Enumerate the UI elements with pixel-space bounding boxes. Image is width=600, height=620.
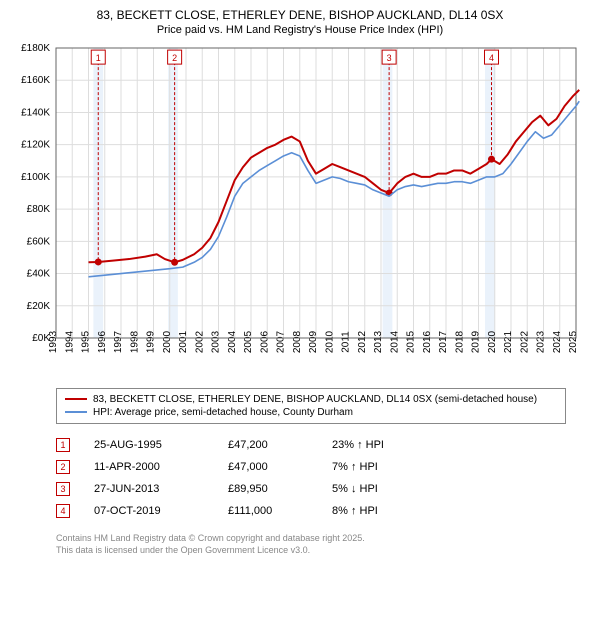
svg-text:2006: 2006 <box>259 330 270 353</box>
chart-legend: 83, BECKETT CLOSE, ETHERLEY DENE, BISHOP… <box>56 388 566 424</box>
svg-text:2024: 2024 <box>552 330 563 353</box>
svg-text:2025: 2025 <box>568 330 579 353</box>
svg-text:2011: 2011 <box>341 330 352 352</box>
svg-text:1995: 1995 <box>81 330 92 353</box>
row-date: 07-OCT-2019 <box>94 505 204 517</box>
svg-text:2000: 2000 <box>162 330 173 353</box>
svg-text:£60K: £60K <box>27 236 51 247</box>
legend-swatch <box>65 411 87 413</box>
svg-text:2009: 2009 <box>308 330 319 353</box>
svg-text:1997: 1997 <box>113 330 124 353</box>
svg-text:2021: 2021 <box>503 330 514 353</box>
svg-text:2003: 2003 <box>211 330 222 353</box>
footer-attribution: Contains HM Land Registry data © Crown c… <box>56 532 592 557</box>
svg-text:1994: 1994 <box>64 330 75 353</box>
row-delta: 5% ↓ HPI <box>332 483 432 495</box>
row-price: £111,000 <box>228 505 308 517</box>
svg-text:3: 3 <box>387 53 392 63</box>
svg-text:2022: 2022 <box>519 330 530 353</box>
row-date: 11-APR-2000 <box>94 461 204 473</box>
row-delta: 8% ↑ HPI <box>332 505 432 517</box>
svg-text:£180K: £180K <box>21 43 50 54</box>
svg-text:1998: 1998 <box>129 330 140 353</box>
sales-table: 1 25-AUG-1995 £47,200 23% ↑ HPI 2 11-APR-2000… <box>56 434 592 522</box>
footer-line2: This data is licensed under the Open Gov… <box>56 544 592 557</box>
svg-text:1999: 1999 <box>146 330 157 353</box>
row-date: 27-JUN-2013 <box>94 483 204 495</box>
svg-text:2014: 2014 <box>389 330 400 353</box>
row-delta: 7% ↑ HPI <box>332 461 432 473</box>
svg-text:£140K: £140K <box>21 107 50 118</box>
svg-text:4: 4 <box>489 53 494 63</box>
row-price: £47,000 <box>228 461 308 473</box>
svg-text:2: 2 <box>172 53 177 63</box>
table-row: 2 11-APR-2000 £47,000 7% ↑ HPI <box>56 456 592 478</box>
svg-text:2004: 2004 <box>227 330 238 353</box>
row-price: £47,200 <box>228 439 308 451</box>
legend-item: HPI: Average price, semi-detached house,… <box>65 406 557 419</box>
row-marker: 1 <box>56 438 70 452</box>
legend-label: HPI: Average price, semi-detached house,… <box>93 407 353 418</box>
legend-swatch <box>65 398 87 400</box>
svg-text:1996: 1996 <box>97 330 108 353</box>
svg-text:2012: 2012 <box>357 330 368 353</box>
svg-text:2002: 2002 <box>194 330 205 353</box>
svg-text:2005: 2005 <box>243 330 254 353</box>
svg-text:2017: 2017 <box>438 330 449 353</box>
svg-text:2018: 2018 <box>454 330 465 353</box>
svg-text:£20K: £20K <box>27 300 51 311</box>
svg-text:2010: 2010 <box>324 330 335 353</box>
svg-text:£80K: £80K <box>27 204 51 215</box>
legend-label: 83, BECKETT CLOSE, ETHERLEY DENE, BISHOP… <box>93 394 537 405</box>
svg-text:£120K: £120K <box>21 139 50 150</box>
svg-text:2019: 2019 <box>471 330 482 353</box>
table-row: 3 27-JUN-2013 £89,950 5% ↓ HPI <box>56 478 592 500</box>
svg-text:2001: 2001 <box>178 330 189 353</box>
svg-text:2007: 2007 <box>276 330 287 353</box>
legend-item: 83, BECKETT CLOSE, ETHERLEY DENE, BISHOP… <box>65 393 557 406</box>
line-chart-svg: £0K£20K£40K£60K£80K£100K£120K£140K£160K£… <box>8 42 592 372</box>
svg-text:2013: 2013 <box>373 330 384 353</box>
row-delta: 23% ↑ HPI <box>332 439 432 451</box>
svg-text:2023: 2023 <box>536 330 547 353</box>
svg-text:2015: 2015 <box>406 330 417 353</box>
row-price: £89,950 <box>228 483 308 495</box>
svg-text:£160K: £160K <box>21 75 50 86</box>
svg-text:2016: 2016 <box>422 330 433 353</box>
svg-text:1: 1 <box>96 53 101 63</box>
footer-line1: Contains HM Land Registry data © Crown c… <box>56 532 592 545</box>
svg-text:2008: 2008 <box>292 330 303 353</box>
row-date: 25-AUG-1995 <box>94 439 204 451</box>
table-row: 4 07-OCT-2019 £111,000 8% ↑ HPI <box>56 500 592 522</box>
chart-title-line1: 83, BECKETT CLOSE, ETHERLEY DENE, BISHOP… <box>8 8 592 24</box>
svg-text:£100K: £100K <box>21 171 50 182</box>
svg-text:1993: 1993 <box>48 330 59 353</box>
row-marker: 4 <box>56 504 70 518</box>
chart-title-line2: Price paid vs. HM Land Registry's House … <box>8 24 592 36</box>
svg-text:2020: 2020 <box>487 330 498 353</box>
svg-text:£40K: £40K <box>27 268 51 279</box>
row-marker: 3 <box>56 482 70 496</box>
row-marker: 2 <box>56 460 70 474</box>
table-row: 1 25-AUG-1995 £47,200 23% ↑ HPI <box>56 434 592 456</box>
chart-area: £0K£20K£40K£60K£80K£100K£120K£140K£160K£… <box>8 42 592 382</box>
